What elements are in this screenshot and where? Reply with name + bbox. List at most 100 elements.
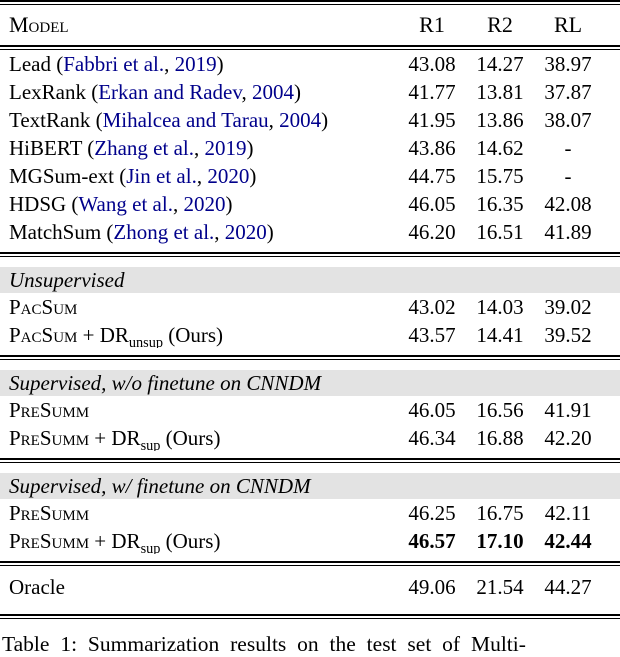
model-name: TextRank (Mihalcea and Tarau, 2004) (0, 108, 398, 133)
metric-value: 14.62 (476, 135, 524, 160)
table-caption: Table 1: Summarization results on the te… (2, 632, 526, 656)
metric-value: 38.97 (544, 51, 592, 76)
metric-value: 14.27 (476, 51, 524, 76)
citation-link[interactable]: Zhong et al. (113, 219, 215, 244)
model-name-text: PreSumm (9, 425, 90, 450)
metric-value: 49.06 (408, 574, 456, 599)
citation-link[interactable]: 2019 (174, 51, 217, 76)
model-name: MatchSum (Zhong et al., 2020) (0, 220, 398, 245)
table-row: Lead (Fabbri et al., 2019) 43.08 14.27 38.9… (0, 50, 620, 78)
subscript-label: sup (140, 437, 161, 451)
model-name: PacSum (0, 295, 398, 320)
metric-value: 46.20 (408, 219, 456, 244)
column-header-model: Model (9, 12, 69, 37)
metric-value: 16.56 (476, 397, 524, 422)
metric-value: 15.75 (476, 163, 524, 188)
model-name-text: Oracle (9, 574, 65, 599)
model-name: LexRank (Erkan and Radev, 2004) (0, 80, 398, 105)
metric-value: 44.27 (544, 574, 592, 599)
metric-value: - (564, 135, 572, 160)
metric-value: 13.81 (476, 79, 524, 104)
metric-value: - (564, 163, 572, 188)
citation-link[interactable]: Jin et al. (126, 163, 197, 188)
section-rows: PreSumm 46.25 16.75 42.11 PreSumm + DRsup (O… (0, 499, 620, 555)
model-name-text: HDSG ( (9, 191, 79, 216)
metric-value: 46.25 (408, 500, 456, 525)
metric-value: 41.77 (408, 79, 456, 104)
metric-value: 46.57 (408, 528, 456, 553)
citation-link[interactable]: Mihalcea and Tarau (102, 107, 269, 132)
table-row: HiBERT (Zhang et al., 2019) 43.86 14.62 - (0, 134, 620, 162)
metric-value: 16.75 (476, 500, 524, 525)
table-bottom-rule (0, 614, 620, 619)
citation-link[interactable]: Erkan and Radev (98, 79, 242, 104)
metric-value: 14.41 (476, 322, 524, 347)
table-row: PreSumm + DRsup (Ours) 46.57 17.10 42.44 (0, 527, 620, 555)
metric-value: 41.91 (544, 397, 592, 422)
model-name-text: MGSum-ext ( (9, 163, 127, 188)
model-name-text: , (196, 163, 208, 188)
model-name: PreSumm (0, 501, 398, 526)
column-header-r1: R1 (419, 12, 445, 37)
metric-value: 42.20 (544, 425, 592, 450)
table-row: PreSumm 46.05 16.56 41.91 (0, 396, 620, 424)
model-name: PreSumm + DRsup (Ours) (0, 529, 398, 554)
model-name-text: ) (246, 135, 254, 160)
model-name-text: + DR (89, 528, 141, 553)
model-name-text: PreSumm (9, 397, 90, 422)
citation-link[interactable]: 2020 (224, 219, 267, 244)
section-header: Supervised, w/ finetune on CNNDM (0, 473, 620, 499)
table-top-rule (0, 0, 620, 5)
metric-value: 43.02 (408, 294, 456, 319)
section-divider-rule (0, 458, 620, 463)
model-name: HiBERT (Zhang et al., 2019) (0, 136, 398, 161)
model-name-text: (Ours) (160, 528, 221, 553)
metric-value: 43.57 (408, 322, 456, 347)
model-name-text: PreSumm (9, 528, 90, 553)
model-name-text: HiBERT ( (9, 135, 95, 160)
model-name-text: ) (293, 79, 301, 104)
section-rows: Lead (Fabbri et al., 2019) 43.08 14.27 38.9… (0, 50, 620, 246)
table-row: TextRank (Mihalcea and Tarau, 2004) 41.95… (0, 106, 620, 134)
subscript-label: sup (140, 540, 161, 554)
model-name-text: LexRank ( (9, 79, 99, 104)
metric-value: 41.95 (408, 107, 456, 132)
table-row: HDSG (Wang et al., 2020) 46.05 16.35 42.08 (0, 190, 620, 218)
citation-link[interactable]: 2004 (279, 107, 322, 132)
column-header-rl: RL (553, 12, 583, 37)
model-name-text: PreSumm (9, 500, 90, 525)
citation-link[interactable]: 2004 (251, 79, 294, 104)
table-body: Lead (Fabbri et al., 2019) 43.08 14.27 38.9… (0, 50, 620, 608)
citation-link[interactable]: Zhang et al. (94, 135, 194, 160)
citation-link[interactable]: Wang et al. (78, 191, 173, 216)
model-name-text: ) (249, 163, 257, 188)
table-row: PacSum + DRunsup (Ours) 43.57 14.41 39.52 (0, 321, 620, 349)
model-name-text: (Ours) (162, 322, 224, 347)
citation-link[interactable]: 2020 (207, 163, 250, 188)
citation-link[interactable]: 2020 (183, 191, 226, 216)
metric-value: 42.44 (544, 528, 592, 553)
model-name: MGSum-ext (Jin et al., 2020) (0, 164, 398, 189)
metric-value: 39.02 (544, 294, 592, 319)
metric-value: 39.52 (544, 322, 592, 347)
model-name-text: + DR (77, 322, 129, 347)
citation-link[interactable]: Fabbri et al. (63, 51, 165, 76)
citation-link[interactable]: 2019 (204, 135, 247, 160)
model-name-text: + DR (89, 425, 141, 450)
model-name-text: , (241, 79, 252, 104)
section-divider-rule (0, 355, 620, 360)
model-name-text: , (268, 107, 280, 132)
table-row: PreSumm + DRsup (Ours) 46.34 16.88 42.20 (0, 424, 620, 452)
table-row: MatchSum (Zhong et al., 2020) 46.20 16.51 4… (0, 218, 620, 246)
metric-value: 37.87 (544, 79, 592, 104)
metric-value: 46.05 (408, 397, 456, 422)
model-name-text: TextRank ( (9, 107, 103, 132)
metric-value: 41.89 (544, 219, 592, 244)
model-name: PacSum + DRunsup (Ours) (0, 323, 398, 348)
model-name-text: ) (216, 51, 224, 76)
model-name-text: (Ours) (160, 425, 221, 450)
metric-value: 17.10 (476, 528, 524, 553)
table-row: Oracle 49.06 21.54 44.27 (0, 573, 620, 601)
metric-value: 46.34 (408, 425, 456, 450)
